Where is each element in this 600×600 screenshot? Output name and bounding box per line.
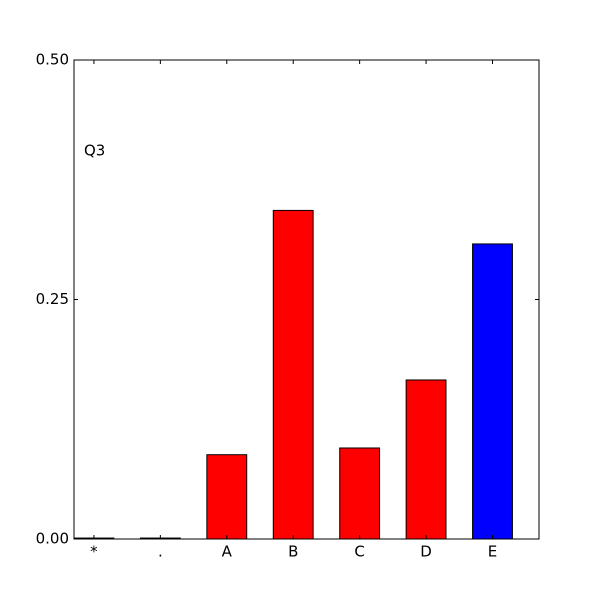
x-tick-label: * <box>90 543 98 561</box>
bar <box>339 447 381 540</box>
x-tick-label: A <box>222 543 233 561</box>
x-tick-label: D <box>420 543 432 561</box>
bar <box>405 379 447 540</box>
x-tick-label: E <box>488 543 497 561</box>
bar <box>472 243 513 540</box>
y-tick-label: 0.25 <box>36 290 69 308</box>
x-tick-label: . <box>158 543 163 561</box>
x-tick-label: B <box>288 543 298 561</box>
annotation: Q3 <box>84 142 105 160</box>
x-tick-label: C <box>354 543 364 561</box>
bar <box>206 454 248 540</box>
bar <box>272 209 314 540</box>
y-tick-label: 0.00 <box>36 530 69 548</box>
y-tick-label: 0.50 <box>36 51 69 69</box>
